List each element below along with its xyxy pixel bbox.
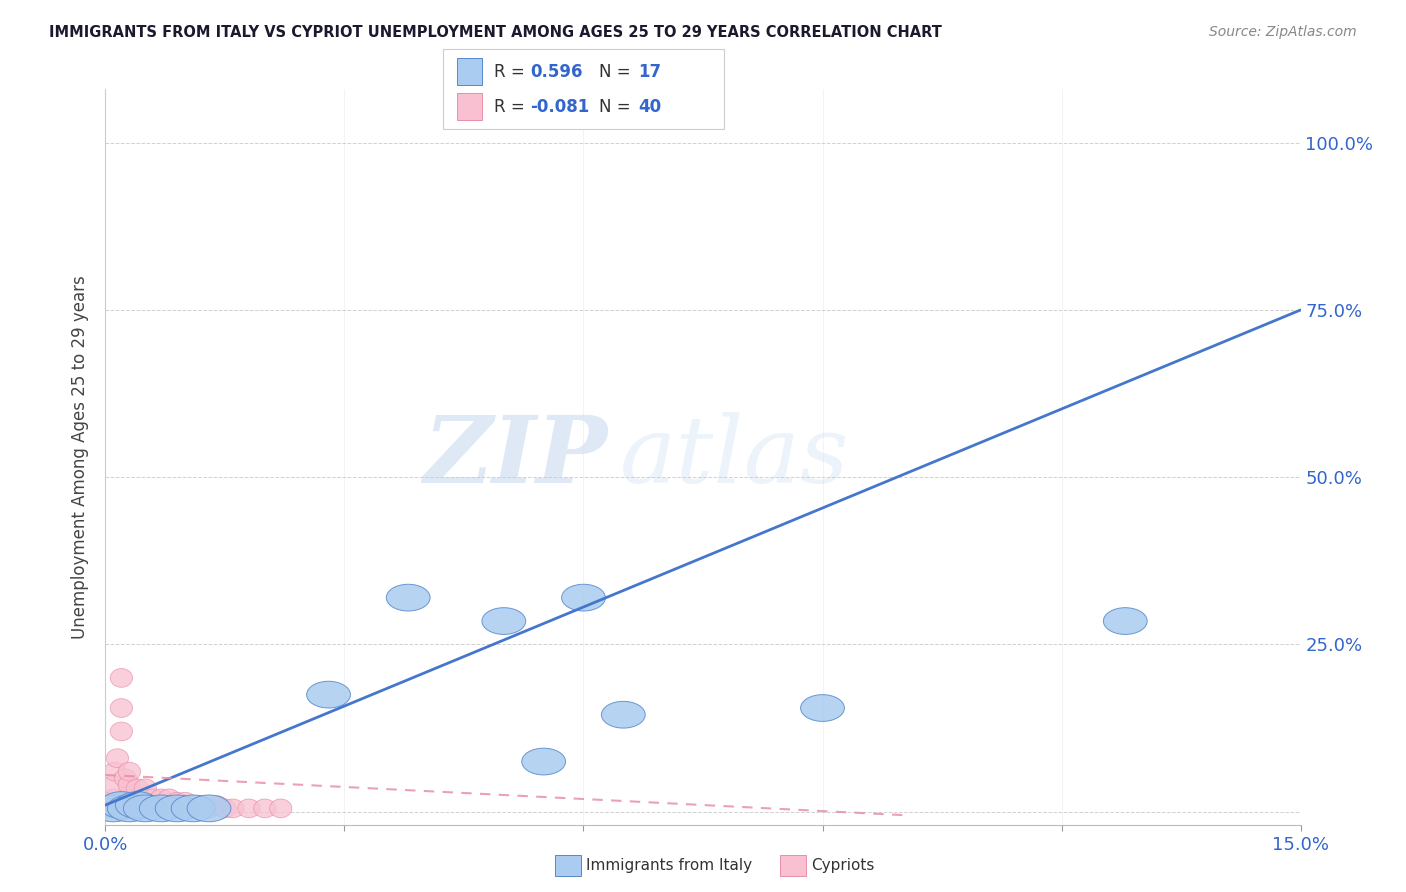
Text: 40: 40 (638, 98, 661, 116)
Text: IMMIGRANTS FROM ITALY VS CYPRIOT UNEMPLOYMENT AMONG AGES 25 TO 29 YEARS CORRELAT: IMMIGRANTS FROM ITALY VS CYPRIOT UNEMPLO… (49, 25, 942, 40)
Ellipse shape (118, 789, 141, 808)
Ellipse shape (238, 799, 260, 818)
Ellipse shape (142, 799, 165, 818)
Ellipse shape (205, 796, 228, 814)
Ellipse shape (104, 762, 127, 781)
Ellipse shape (142, 789, 165, 808)
Ellipse shape (522, 748, 565, 775)
Ellipse shape (166, 792, 188, 811)
Ellipse shape (270, 799, 292, 818)
Ellipse shape (174, 799, 197, 818)
Ellipse shape (98, 796, 121, 814)
Ellipse shape (561, 584, 606, 611)
Ellipse shape (387, 584, 430, 611)
Ellipse shape (150, 799, 173, 818)
Text: ZIP: ZIP (423, 412, 607, 502)
Ellipse shape (602, 701, 645, 728)
Y-axis label: Unemployment Among Ages 25 to 29 years: Unemployment Among Ages 25 to 29 years (72, 276, 90, 639)
Ellipse shape (800, 695, 845, 722)
Ellipse shape (134, 792, 156, 811)
Ellipse shape (166, 799, 188, 818)
Ellipse shape (307, 681, 350, 708)
Ellipse shape (107, 795, 152, 822)
Ellipse shape (110, 669, 132, 688)
Text: R =: R = (494, 62, 530, 80)
Ellipse shape (174, 792, 197, 811)
Ellipse shape (118, 799, 141, 818)
Ellipse shape (134, 779, 156, 797)
Text: R =: R = (494, 98, 530, 116)
Ellipse shape (190, 796, 212, 814)
Ellipse shape (107, 749, 128, 767)
Text: Cypriots: Cypriots (811, 858, 875, 872)
Ellipse shape (198, 799, 221, 818)
Ellipse shape (110, 723, 132, 740)
Text: Source: ZipAtlas.com: Source: ZipAtlas.com (1209, 25, 1357, 39)
Text: Immigrants from Italy: Immigrants from Italy (586, 858, 752, 872)
Ellipse shape (127, 779, 149, 797)
Ellipse shape (91, 795, 135, 822)
Text: N =: N = (599, 98, 636, 116)
Ellipse shape (187, 795, 231, 822)
Ellipse shape (97, 799, 120, 818)
Ellipse shape (172, 795, 215, 822)
Ellipse shape (214, 799, 236, 818)
Ellipse shape (222, 799, 245, 818)
Ellipse shape (139, 795, 183, 822)
Ellipse shape (118, 776, 141, 795)
Text: N =: N = (599, 62, 636, 80)
Text: 0.596: 0.596 (530, 62, 582, 80)
Ellipse shape (103, 776, 125, 795)
Ellipse shape (482, 607, 526, 634)
Text: -0.081: -0.081 (530, 98, 589, 116)
Ellipse shape (134, 799, 156, 818)
Ellipse shape (155, 795, 200, 822)
Ellipse shape (127, 789, 149, 808)
Ellipse shape (103, 789, 125, 808)
Ellipse shape (127, 799, 149, 818)
Ellipse shape (115, 792, 159, 819)
Ellipse shape (124, 795, 167, 822)
Ellipse shape (157, 799, 180, 818)
Ellipse shape (157, 789, 180, 808)
Ellipse shape (253, 799, 276, 818)
Ellipse shape (181, 799, 204, 818)
Ellipse shape (101, 799, 122, 818)
Ellipse shape (100, 792, 143, 819)
Ellipse shape (110, 698, 132, 717)
Ellipse shape (114, 769, 136, 788)
Ellipse shape (150, 789, 173, 808)
Ellipse shape (118, 762, 141, 781)
Text: 17: 17 (638, 62, 661, 80)
Ellipse shape (1104, 607, 1147, 634)
Text: atlas: atlas (619, 412, 849, 502)
